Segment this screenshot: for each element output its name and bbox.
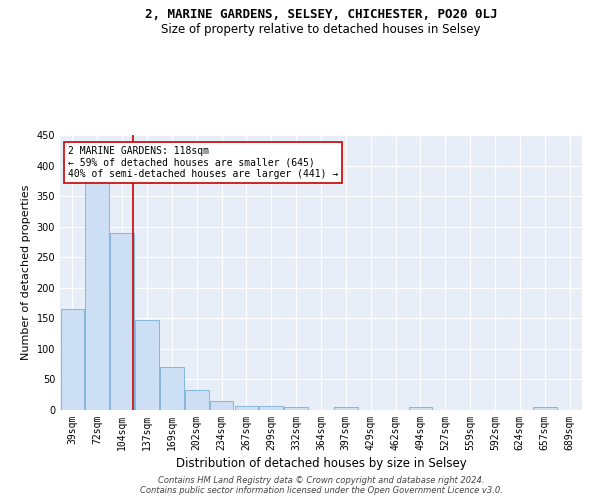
Bar <box>135 320 159 410</box>
Bar <box>334 407 358 410</box>
Bar <box>185 390 209 410</box>
Text: Contains HM Land Registry data © Crown copyright and database right 2024.
Contai: Contains HM Land Registry data © Crown c… <box>140 476 502 495</box>
Bar <box>284 407 308 410</box>
Text: 2 MARINE GARDENS: 118sqm
← 59% of detached houses are smaller (645)
40% of semi-: 2 MARINE GARDENS: 118sqm ← 59% of detach… <box>68 146 338 179</box>
Bar <box>61 309 84 410</box>
Bar <box>85 181 109 410</box>
Text: Distribution of detached houses by size in Selsey: Distribution of detached houses by size … <box>176 458 466 470</box>
Bar <box>409 407 432 410</box>
Text: 2, MARINE GARDENS, SELSEY, CHICHESTER, PO20 0LJ: 2, MARINE GARDENS, SELSEY, CHICHESTER, P… <box>145 8 497 20</box>
Bar <box>235 406 258 410</box>
Bar <box>259 406 283 410</box>
Bar <box>160 367 184 410</box>
Bar <box>533 407 557 410</box>
Y-axis label: Number of detached properties: Number of detached properties <box>21 185 31 360</box>
Bar <box>110 233 134 410</box>
Text: Size of property relative to detached houses in Selsey: Size of property relative to detached ho… <box>161 22 481 36</box>
Bar <box>210 402 233 410</box>
